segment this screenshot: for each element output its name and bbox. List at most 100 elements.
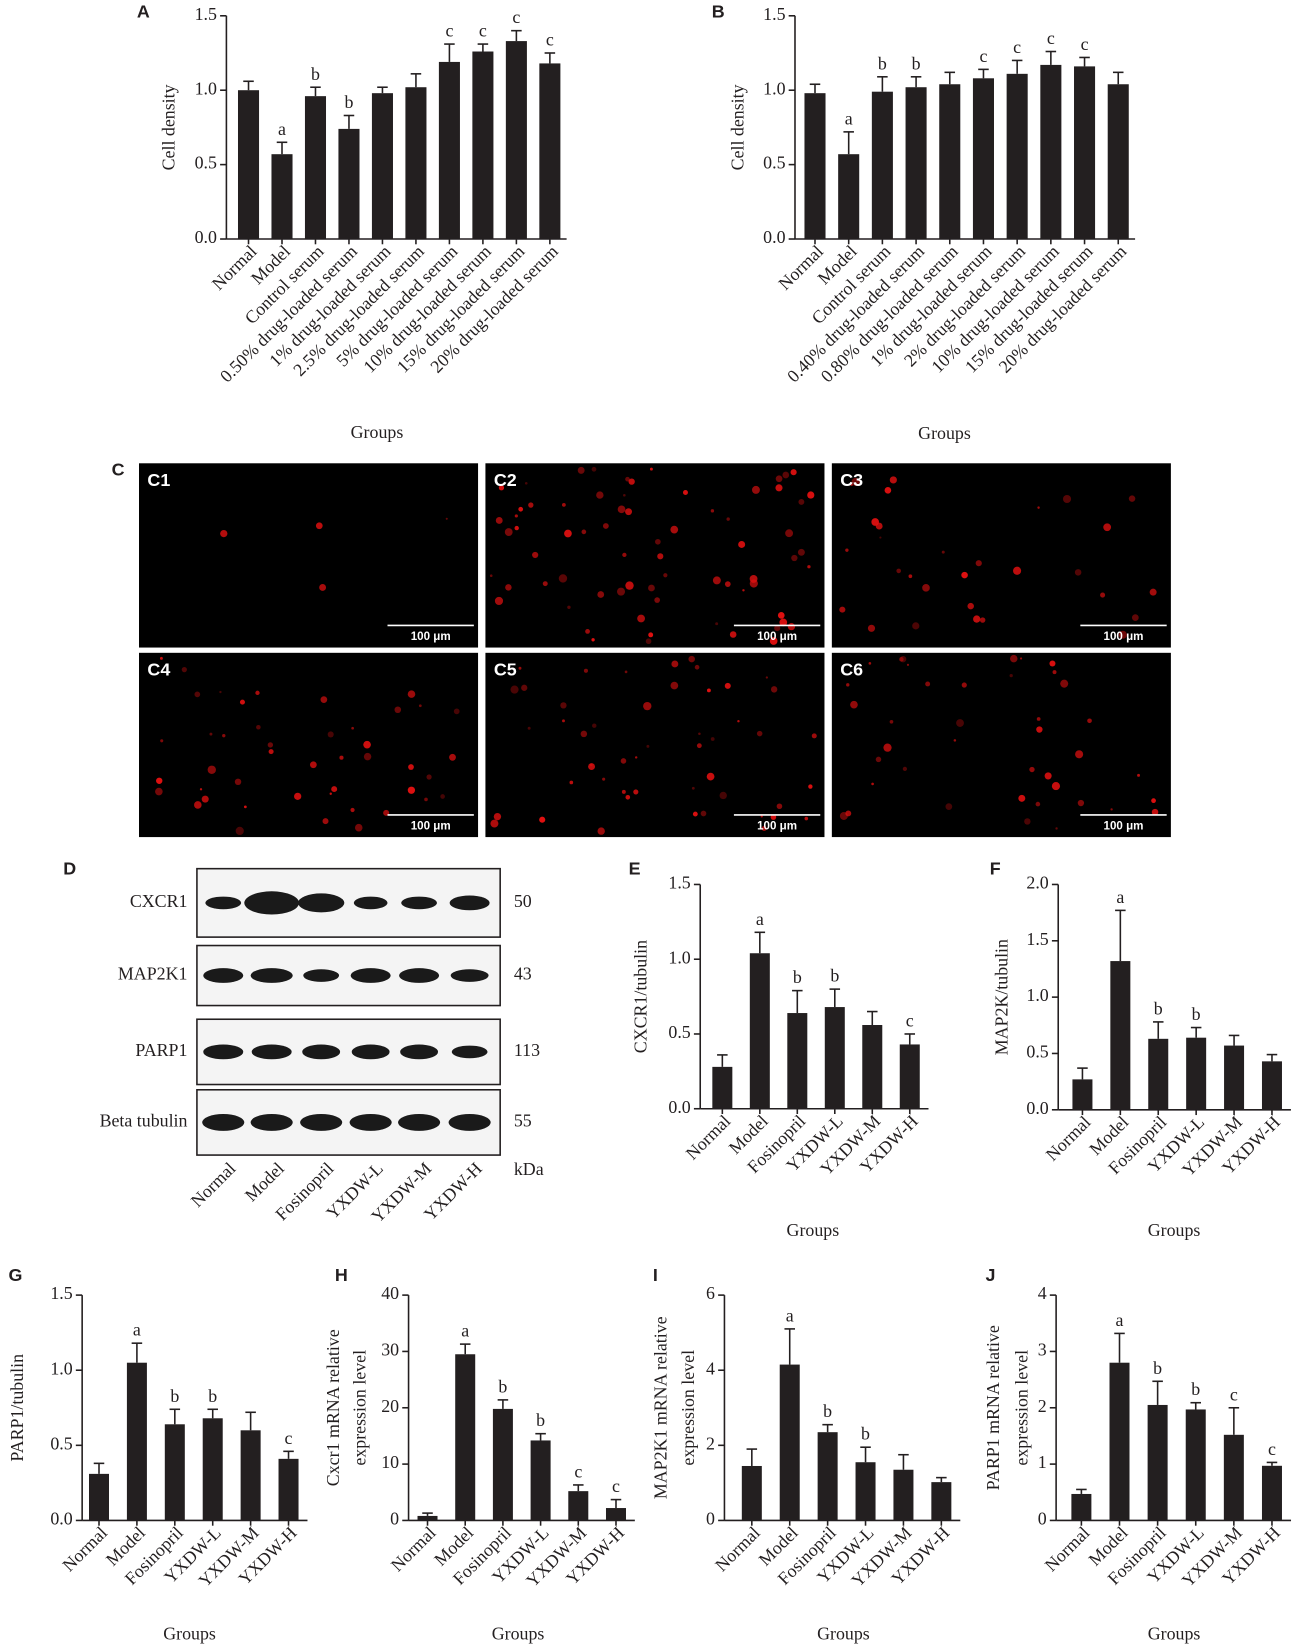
cell-signal [973, 615, 981, 623]
bar [1186, 1037, 1207, 1110]
y-tick-label: 40 [381, 1283, 399, 1303]
cell-signal [710, 737, 715, 741]
bar [899, 1044, 920, 1109]
cell-signal [510, 685, 519, 694]
bar [1006, 73, 1028, 240]
cell-signal [737, 719, 740, 723]
y-axis-label: MAP2K/tubulin [992, 939, 1012, 1055]
cell-signal [643, 701, 652, 711]
chart-panel: FMAP2K/tubulin0.00.51.01.52.0NormalaMode… [990, 858, 1291, 1240]
cell-signal [1075, 750, 1084, 759]
cell-signal [751, 485, 760, 494]
y-tick-label: 1.0 [763, 78, 785, 98]
micrograph-label: C4 [147, 659, 170, 679]
cell-signal [1055, 827, 1058, 830]
bar [568, 1491, 589, 1521]
cell-signal [889, 476, 897, 484]
cell-signal [791, 554, 798, 562]
cell-signal [194, 801, 202, 809]
cell-signal [790, 469, 797, 476]
cell-signal [532, 551, 539, 559]
significance-letter: a [845, 108, 853, 128]
cell-signal [518, 506, 524, 512]
cell-signal [1013, 566, 1022, 575]
cell-signal [363, 740, 371, 749]
x-tick-label: Normal [1042, 1112, 1095, 1165]
bar [88, 1473, 110, 1521]
x-axis-label: Groups [163, 1623, 216, 1643]
cell-signal [560, 702, 567, 709]
bar [405, 87, 427, 240]
y-tick-label: 2 [1038, 1396, 1047, 1416]
bar [539, 63, 561, 240]
cell-signal [449, 753, 456, 761]
y-tick-label: 1.5 [668, 873, 690, 893]
cell-signal [625, 508, 633, 516]
significance-letter: b [912, 53, 921, 73]
cell-signal [775, 475, 783, 483]
micrograph-label: C6 [840, 659, 863, 679]
significance-letter: a [278, 119, 286, 139]
panel-label: I [653, 1265, 658, 1285]
cell-signal [194, 691, 201, 698]
bar [862, 1025, 883, 1109]
cell-signal [585, 628, 590, 634]
cell-signal [1118, 630, 1127, 639]
bar [1223, 1434, 1244, 1521]
y-axis-label: Cell density [727, 84, 747, 170]
panel-label: C [112, 459, 125, 479]
cell-signal [846, 683, 850, 687]
cell-signal [787, 623, 796, 631]
cell-signal [234, 778, 242, 786]
cell-signal [339, 755, 344, 760]
cell-signal [698, 732, 701, 736]
cell-signal [256, 724, 261, 730]
cell-signal [648, 584, 655, 592]
cell-signal [922, 584, 930, 592]
x-tick-label: Normal [682, 1111, 735, 1164]
micrograph-background [139, 652, 479, 838]
cell-signal [654, 597, 660, 603]
blot-band [202, 1114, 245, 1131]
bar [905, 87, 927, 240]
micrograph-background [485, 463, 825, 648]
molecular-weight: 113 [514, 1040, 540, 1060]
cell-signal [961, 682, 967, 688]
cell-signal [715, 622, 719, 626]
significance-letter: a [461, 1321, 469, 1341]
blot-band [251, 1044, 292, 1060]
cell-signal [879, 536, 882, 539]
significance-letter: c [906, 1011, 914, 1031]
cell-signal [724, 581, 731, 587]
significance-letter: a [786, 1305, 794, 1325]
bar [1074, 66, 1096, 240]
cell-signal [440, 794, 445, 799]
cell-signal [181, 666, 187, 673]
micrograph-background [485, 652, 825, 838]
panel-label: F [990, 858, 1001, 878]
cell-signal [1052, 670, 1057, 675]
cell-signal [692, 811, 698, 817]
cell-signal [896, 568, 902, 574]
y-tick-label: 1.0 [195, 78, 217, 98]
cell-signal [967, 602, 974, 610]
micrograph-background [139, 463, 479, 648]
cell-signal [625, 476, 630, 482]
cell-signal [581, 529, 587, 535]
cell-signal [808, 784, 813, 789]
micrograph: C4 100 μm [139, 652, 479, 838]
significance-letter: b [498, 1376, 507, 1396]
cell-signal [628, 478, 635, 485]
bar [1224, 1045, 1245, 1110]
panel-label: H [335, 1265, 348, 1285]
significance-letter: c [479, 21, 487, 41]
significance-letter: b [1153, 1358, 1162, 1378]
significance-letter: b [830, 966, 839, 986]
cell-signal [350, 807, 355, 813]
cell-signal [961, 571, 968, 579]
cell-signal [309, 761, 317, 769]
cell-signal [807, 565, 811, 569]
cell-signal [209, 732, 213, 736]
